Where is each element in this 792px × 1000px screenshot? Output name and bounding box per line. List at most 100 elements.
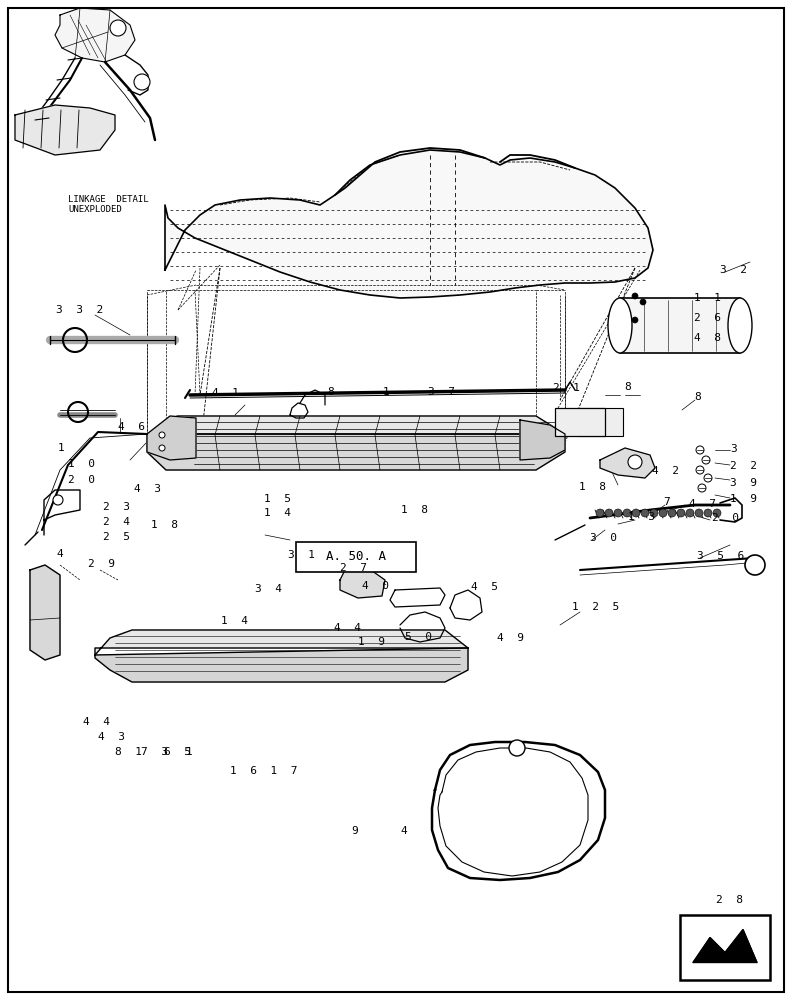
Text: 3  7: 3 7 [428, 387, 455, 397]
Polygon shape [55, 8, 135, 62]
Circle shape [695, 509, 703, 517]
Bar [620, 298, 740, 353]
Text: 2  7: 2 7 [340, 563, 367, 573]
Polygon shape [147, 416, 196, 460]
Bar [680, 915, 770, 980]
Circle shape [659, 509, 667, 517]
Text: 2  2: 2 2 [730, 461, 757, 471]
Text: 4  6: 4 6 [118, 422, 145, 432]
Text: 3  4: 3 4 [255, 584, 282, 594]
Text: LINKAGE  DETAIL
UNEXPLODED: LINKAGE DETAIL UNEXPLODED [68, 195, 149, 214]
Polygon shape [693, 930, 757, 962]
Text: 1  3: 1 3 [628, 512, 655, 522]
Text: 1  5: 1 5 [264, 494, 291, 504]
Text: A. 50. A: A. 50. A [326, 550, 386, 564]
Text: 3  2: 3 2 [720, 265, 747, 275]
Text: 4  9: 4 9 [497, 633, 524, 643]
Circle shape [677, 509, 685, 517]
Text: 4  2: 4 2 [652, 466, 679, 476]
Text: 1  8: 1 8 [579, 482, 606, 492]
Text: 4  1: 4 1 [212, 388, 239, 398]
Text: 2  8: 2 8 [716, 895, 743, 905]
Text: 2  3: 2 3 [103, 502, 130, 512]
Text: 6  5: 6 5 [164, 747, 191, 757]
Circle shape [159, 432, 165, 438]
Text: 4  3: 4 3 [98, 732, 125, 742]
Text: 4  5: 4 5 [471, 582, 498, 592]
Circle shape [704, 509, 712, 517]
Text: 5  0: 5 0 [405, 632, 432, 642]
Circle shape [614, 509, 622, 517]
Polygon shape [520, 420, 565, 460]
Ellipse shape [608, 298, 632, 353]
Text: 4: 4 [56, 549, 63, 559]
Circle shape [159, 445, 165, 451]
Bar [555, 408, 605, 436]
Text: 3  1: 3 1 [288, 550, 315, 560]
Circle shape [704, 474, 712, 482]
Circle shape [696, 466, 704, 474]
Circle shape [640, 299, 646, 305]
Text: 3: 3 [730, 444, 737, 454]
Text: 3  0: 3 0 [590, 533, 617, 543]
Polygon shape [432, 742, 605, 880]
Text: 3  3  2: 3 3 2 [56, 305, 103, 315]
Text: 1  1: 1 1 [694, 293, 721, 303]
Circle shape [53, 495, 63, 505]
Text: 4  0: 4 0 [362, 581, 389, 591]
Text: 2  0: 2 0 [712, 513, 739, 523]
Text: 4  8: 4 8 [694, 333, 721, 343]
Text: 9: 9 [351, 826, 358, 836]
Text: 4  4: 4 4 [83, 717, 110, 727]
Text: 8: 8 [327, 387, 333, 397]
Circle shape [509, 740, 525, 756]
Text: 2  6: 2 6 [694, 313, 721, 323]
Text: 8: 8 [624, 382, 630, 392]
Circle shape [641, 509, 649, 517]
Text: 2  4: 2 4 [103, 517, 130, 527]
Ellipse shape [728, 298, 752, 353]
Circle shape [702, 456, 710, 464]
Text: 1  0: 1 0 [68, 459, 95, 469]
Text: 2  0: 2 0 [68, 475, 95, 485]
Circle shape [686, 509, 694, 517]
Circle shape [668, 509, 676, 517]
Polygon shape [15, 105, 115, 155]
Text: 1  8: 1 8 [151, 520, 178, 530]
Text: 4  4: 4 4 [334, 623, 361, 633]
Text: 1  4: 1 4 [221, 616, 248, 626]
Text: 1  2  5: 1 2 5 [572, 602, 619, 612]
Text: 1  9: 1 9 [730, 494, 757, 504]
Text: 1: 1 [186, 747, 192, 757]
Text: 4: 4 [400, 826, 407, 836]
Polygon shape [30, 565, 60, 660]
Text: 2  5: 2 5 [103, 532, 130, 542]
Text: 1  8: 1 8 [401, 505, 428, 515]
Polygon shape [95, 630, 468, 655]
Text: 3  5  6: 3 5 6 [697, 551, 744, 561]
Text: 2  1: 2 1 [553, 383, 580, 393]
Text: 8  1: 8 1 [115, 747, 142, 757]
Circle shape [632, 317, 638, 323]
Bar [296, 542, 416, 572]
Polygon shape [600, 448, 655, 478]
Circle shape [605, 509, 613, 517]
Circle shape [696, 446, 704, 454]
Circle shape [623, 509, 631, 517]
Text: 1  4: 1 4 [264, 508, 291, 518]
Circle shape [713, 509, 721, 517]
Circle shape [596, 509, 604, 517]
Polygon shape [147, 434, 565, 470]
Circle shape [745, 555, 765, 575]
Polygon shape [340, 568, 385, 598]
Text: 4  3: 4 3 [134, 484, 161, 494]
Circle shape [698, 484, 706, 492]
Text: 1  6  1  7: 1 6 1 7 [230, 766, 298, 776]
Circle shape [110, 20, 126, 36]
Text: 7: 7 [663, 497, 670, 507]
Polygon shape [165, 150, 653, 298]
Text: 8: 8 [694, 392, 701, 402]
Text: 7  3: 7 3 [141, 747, 168, 757]
Circle shape [134, 74, 150, 90]
Polygon shape [95, 648, 468, 682]
